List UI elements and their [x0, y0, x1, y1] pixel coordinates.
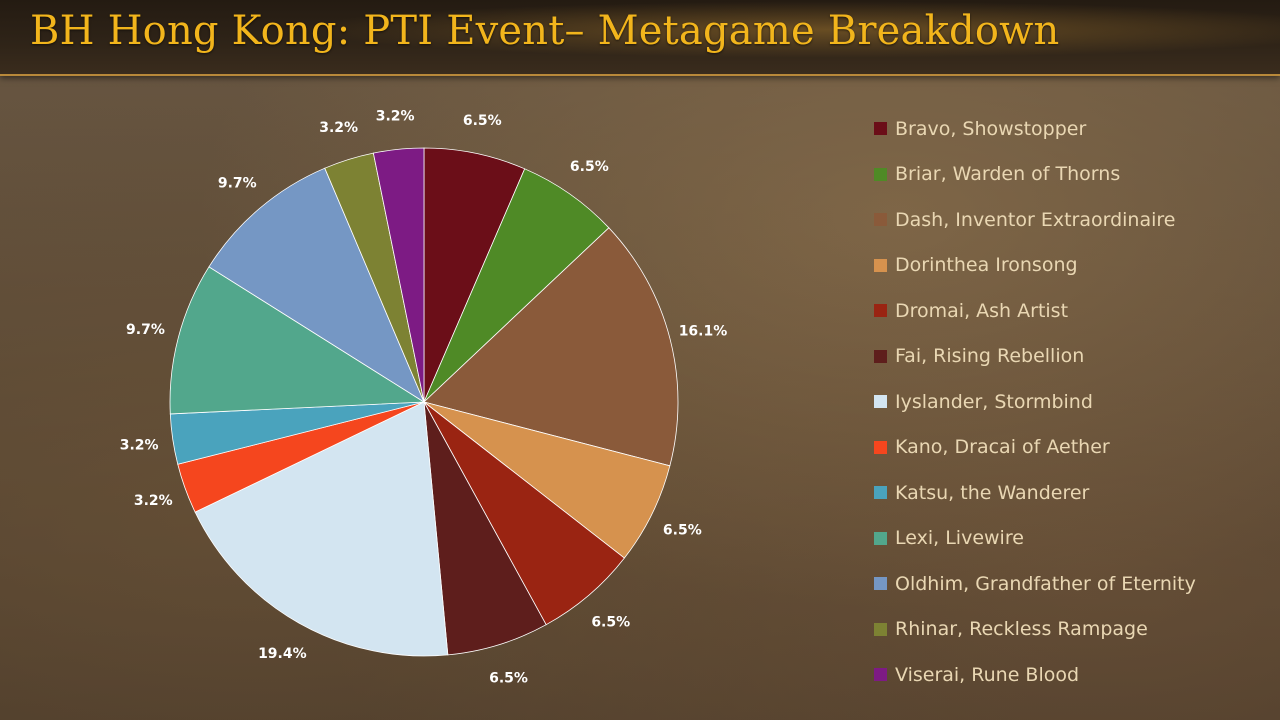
legend-swatch: [874, 258, 887, 272]
legend-item-dorinthea-ironsong: Dorinthea Ironsong: [874, 243, 1196, 289]
data-label-lexi-livewire: 9.7%: [126, 322, 165, 338]
legend-swatch: [874, 122, 887, 136]
title-bar: BH Hong Kong: PTI Event– Metagame Breakd…: [0, 0, 1280, 76]
legend-swatch: [874, 395, 887, 409]
legend-item-bravo-showstopper: Bravo, Showstopper: [874, 106, 1196, 152]
legend-item-dash-inventor-extraordinaire: Dash, Inventor Extraordinaire: [874, 197, 1196, 243]
legend-label: Briar, Warden of Thorns: [895, 163, 1121, 186]
data-label-rhinar-reckless-rampage: 3.2%: [319, 120, 358, 136]
data-label-iyslander-stormbind: 19.4%: [258, 646, 307, 662]
data-label-fai-rising-rebellion: 6.5%: [489, 670, 528, 686]
legend-item-oldhim-grandfather-of-eternity: Oldhim, Grandfather of Eternity: [874, 561, 1196, 607]
legend-item-dromai-ash-artist: Dromai, Ash Artist: [874, 288, 1196, 334]
legend-label: Dash, Inventor Extraordinaire: [895, 208, 1176, 231]
legend-item-briar-warden-of-thorns: Briar, Warden of Thorns: [874, 152, 1196, 198]
data-label-kano-dracai-of-aether: 3.2%: [134, 493, 173, 509]
legend-swatch: [874, 486, 887, 500]
pie-slice-dash-inventor-extraordinaire: [423, 227, 679, 467]
legend-swatch: [874, 577, 887, 591]
legend-swatch: [874, 668, 887, 682]
legend-swatch: [874, 349, 887, 363]
legend-swatch: [874, 440, 887, 454]
pie-slice-iyslander-stormbind: [194, 401, 449, 657]
legend-label: Oldhim, Grandfather of Eternity: [895, 572, 1196, 595]
legend-swatch: [874, 167, 887, 181]
legend-item-rhinar-reckless-rampage: Rhinar, Reckless Rampage: [874, 607, 1196, 653]
legend-label: Dorinthea Ironsong: [895, 254, 1078, 277]
legend-swatch: [874, 213, 887, 227]
chart-area: 6.5% 6.5% 16.1% 6.5% 6.5% 6.5% 19.4% 3.2% 3.2% 9.…: [0, 84, 1280, 720]
legend-label: Iyslander, Stormbind: [895, 390, 1093, 413]
data-label-katsu-the-wanderer: 3.2%: [120, 437, 159, 453]
chart-legend: Bravo, Showstopper Briar, Warden of Thorn…: [874, 106, 1196, 698]
title-bar-glow: [0, 0, 1280, 74]
legend-swatch: [874, 622, 887, 636]
data-label-dromai-ash-artist: 6.5%: [591, 614, 630, 630]
data-label-bravo-showstopper: 6.5%: [463, 113, 502, 129]
legend-label: Lexi, Livewire: [895, 527, 1024, 550]
legend-label: Fai, Rising Rebellion: [895, 345, 1085, 368]
data-label-dorinthea-ironsong: 6.5%: [663, 522, 702, 538]
legend-item-lexi-livewire: Lexi, Livewire: [874, 516, 1196, 562]
legend-label: Bravo, Showstopper: [895, 117, 1087, 140]
legend-label: Katsu, the Wanderer: [895, 481, 1090, 504]
legend-item-viserai-rune-blood: Viserai, Rune Blood: [874, 652, 1196, 698]
data-label-dash-inventor-extraordinaire: 16.1%: [679, 324, 728, 340]
data-label-briar-warden-of-thorns: 6.5%: [570, 159, 609, 175]
legend-label: Dromai, Ash Artist: [895, 299, 1069, 322]
legend-label: Kano, Dracai of Aether: [895, 436, 1110, 459]
page-title: BH Hong Kong: PTI Event– Metagame Breakd…: [30, 8, 1060, 54]
legend-item-kano-dracai-of-aether: Kano, Dracai of Aether: [874, 425, 1196, 471]
pie-chart: 6.5% 6.5% 16.1% 6.5% 6.5% 6.5% 19.4% 3.2% 3.2% 9.…: [120, 108, 728, 686]
legend-label: Rhinar, Reckless Rampage: [895, 618, 1148, 641]
legend-label: Viserai, Rune Blood: [895, 663, 1080, 686]
data-label-oldhim-grandfather-of-eternity: 9.7%: [218, 176, 257, 192]
legend-item-katsu-the-wanderer: Katsu, the Wanderer: [874, 470, 1196, 516]
data-label-viserai-rune-blood: 3.2%: [376, 108, 415, 124]
legend-item-fai-rising-rebellion: Fai, Rising Rebellion: [874, 334, 1196, 380]
pie-slice-viserai-rune-blood: [372, 147, 425, 403]
pie-slice-oldhim-grandfather-of-eternity: [208, 167, 425, 404]
legend-swatch: [874, 531, 887, 545]
legend-swatch: [874, 304, 887, 318]
pie-slice-lexi-livewire: [169, 266, 426, 415]
legend-item-iyslander-stormbind: Iyslander, Stormbind: [874, 379, 1196, 425]
